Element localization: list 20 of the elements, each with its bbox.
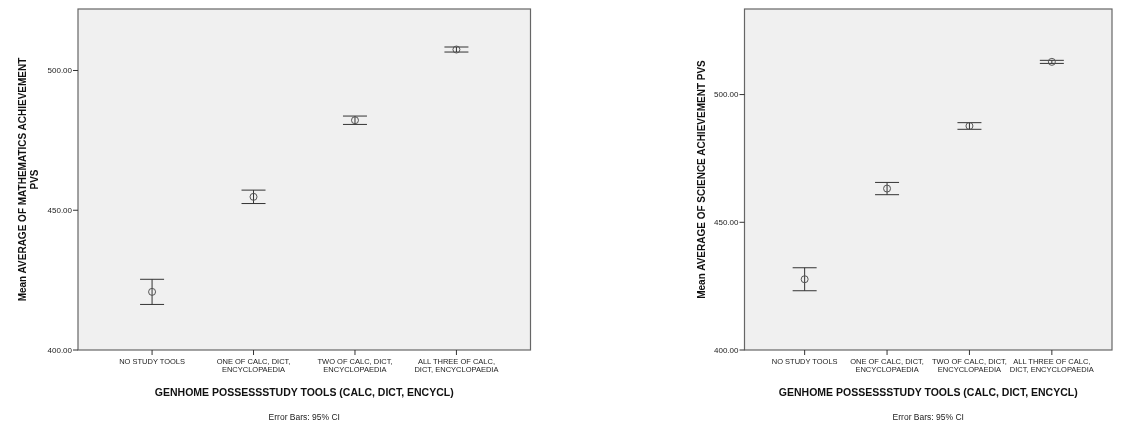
y-tick-label: 450.00: [47, 206, 73, 216]
point: [965, 121, 974, 130]
y-tick-label: 500.00: [47, 66, 73, 76]
point: [148, 287, 157, 296]
point: [350, 116, 359, 125]
point: [249, 192, 258, 201]
y-tick-label: 500.00: [714, 90, 740, 100]
y-tick-label: 400.00: [47, 345, 73, 355]
x-axis-title: GENHOME POSSESSSTUDY TOOLS (CALC, DICT, ENCYCL): [778, 386, 1078, 398]
point: [452, 45, 461, 54]
point: [1047, 57, 1056, 66]
y-tick-label: 450.00: [714, 218, 740, 228]
y-axis-title: Mean AVERAGE OF SCIENCE ACHIEVEMENT PVS: [695, 59, 707, 299]
point: [883, 184, 892, 193]
text: Error Bars: 95% CI: [268, 412, 340, 422]
text: Error Bars: 95% CI: [892, 412, 964, 422]
y-tick-label: 400.00: [714, 345, 740, 355]
x-axis-title: GENHOME POSSESSSTUDY TOOLS (CALC, DICT, ENCYCL): [154, 386, 454, 398]
point: [800, 275, 809, 284]
y-axis-title: Mean AVERAGE OF MATHEMATICS ACHIEVEMENT PVS: [17, 57, 40, 302]
